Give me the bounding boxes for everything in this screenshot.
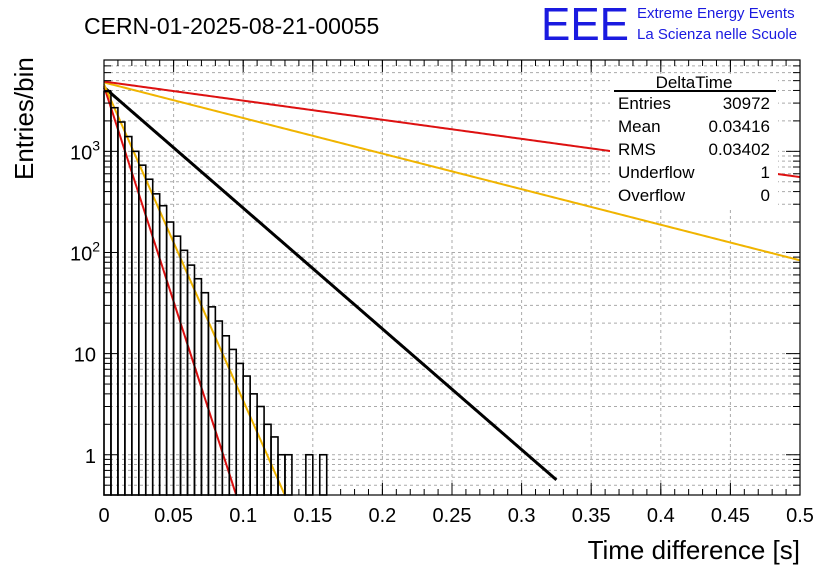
curve-red-steep: [103, 85, 238, 496]
grid-lines: [104, 59, 800, 496]
histogram-bin: [249, 393, 258, 496]
histogram-bin: [103, 90, 112, 496]
tick-labels: 0 0.05 0.1 0.15 0.2 0.25 0.3 0.35 0.4 0.45 0.51101…: [70, 137, 814, 527]
stats-rows: Entries 30972 Mean 0.03416 RMS 0.03402 Underfl…: [618, 94, 770, 205]
logo-line-1: Extreme Energy Events: [637, 5, 795, 22]
stats-label: Overflow: [618, 186, 686, 205]
x-tick-label: 0.45: [711, 505, 750, 527]
stats-value: 0: [761, 186, 770, 205]
histogram-bin: [318, 453, 328, 496]
stats-label: Entries: [618, 94, 671, 113]
histogram-bin: [256, 405, 265, 496]
x-tick-label: 0.15: [293, 505, 332, 527]
histogram-bin: [124, 135, 133, 496]
histogram-bin: [186, 264, 196, 496]
x-tick-label: 0.05: [154, 505, 193, 527]
x-tick-label: 0.5: [786, 505, 814, 527]
stats-label: RMS: [618, 140, 656, 159]
x-tick-label: 0: [98, 505, 109, 527]
histogram-bins: [103, 90, 328, 496]
histogram-bin: [235, 362, 245, 496]
y-tick-label: 103: [70, 137, 100, 164]
x-tick-label: 0.35: [572, 505, 611, 527]
stats-value: 30972: [723, 94, 770, 113]
y-tick-label: 102: [70, 238, 100, 265]
x-axis-title: Time difference [s]: [588, 535, 800, 565]
histogram-bin: [158, 204, 168, 496]
histogram-bin: [179, 249, 189, 496]
axis-ticks: [103, 59, 801, 496]
stats-label: Mean: [618, 117, 661, 136]
x-tick-label: 0.3: [508, 505, 536, 527]
stats-label: Underflow: [618, 163, 695, 182]
logo-line-2: La Scienza nelle Scuole: [637, 26, 797, 43]
histogram-bin: [305, 453, 314, 496]
histogram-bin: [284, 453, 293, 496]
x-tick-label: 0.2: [368, 505, 396, 527]
stats-box: DeltaTime Entries 30972 Mean 0.03416 RMS 0.03…: [610, 73, 778, 209]
y-axis-title: Entries/bin: [9, 57, 39, 180]
stats-value: 0.03416: [709, 117, 770, 136]
stats-value: 0.03402: [709, 140, 770, 159]
stats-title: DeltaTime: [656, 73, 733, 92]
x-tick-label: 0.4: [647, 505, 675, 527]
stats-value: 1: [761, 163, 770, 182]
y-tick-label: 1: [85, 446, 96, 468]
histogram-bin: [117, 121, 126, 496]
x-tick-label: 0.25: [433, 505, 472, 527]
curve-fit: [103, 86, 558, 481]
eee-logo: EEE: [541, 0, 629, 50]
x-tick-label: 0.1: [229, 505, 257, 527]
histogram-bin: [110, 106, 119, 496]
run-title: CERN-01-2025-08-21-00055: [84, 13, 379, 39]
curve-yellow-shallow: [103, 81, 801, 262]
y-tick-label: 10: [74, 345, 96, 367]
